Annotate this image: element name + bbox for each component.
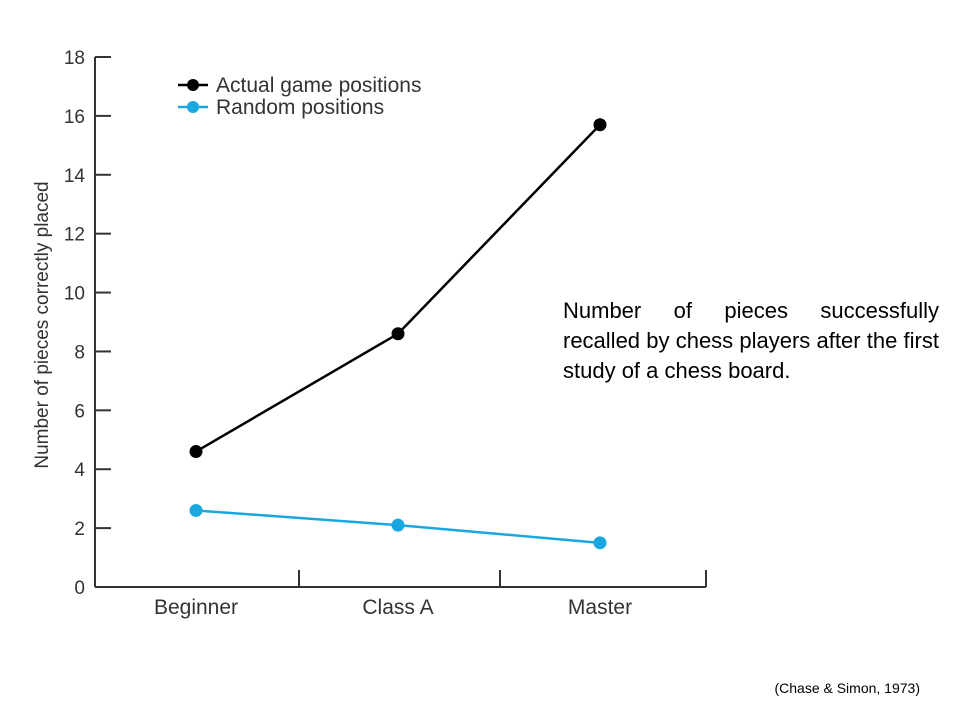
series-group [189, 118, 607, 550]
y-tick-label: 16 [64, 107, 85, 128]
axes [94, 57, 706, 588]
y-tick-label: 8 [74, 342, 85, 363]
x-tick-label: Master [568, 596, 632, 619]
legend-marker [187, 101, 199, 113]
y-axis-ticks: 0 2 4 6 8 10 12 14 16 18 [64, 48, 111, 599]
data-point [189, 445, 203, 459]
y-tick-label: 2 [74, 519, 85, 540]
y-tick-label: 6 [74, 401, 85, 422]
y-axis-label: Number of pieces correctly placed [32, 181, 53, 468]
y-tick-label: 0 [74, 578, 85, 599]
y-tick-label: 12 [64, 225, 85, 246]
data-point [593, 118, 607, 132]
data-point [391, 518, 405, 532]
y-tick-label: 4 [74, 460, 85, 481]
legend-label: Actual game positions [216, 74, 421, 97]
x-tick-label: Class A [362, 596, 433, 619]
data-point [391, 327, 405, 341]
data-point [593, 536, 607, 550]
y-tick-label: 18 [64, 48, 85, 69]
citation: (Chase & Simon, 1973) [774, 680, 920, 696]
y-tick-label: 10 [64, 284, 85, 305]
legend-marker [187, 79, 199, 91]
data-point [189, 503, 203, 517]
y-tick-label: 14 [64, 166, 86, 187]
figure-caption: Number of pieces successfully recalled b… [563, 298, 939, 383]
x-tick-label: Beginner [154, 596, 238, 619]
series-line-0 [195, 123, 601, 453]
legend-label: Random positions [216, 96, 384, 119]
x-axis-ticks: Beginner Class A Master [154, 570, 707, 619]
